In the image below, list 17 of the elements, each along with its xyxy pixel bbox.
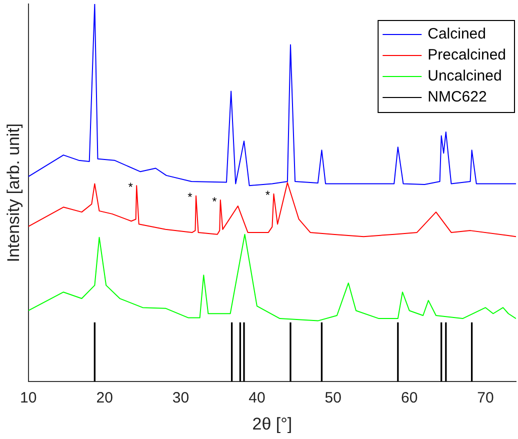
x-tick-label: 40 bbox=[248, 390, 266, 407]
x-tick-label: 30 bbox=[172, 390, 190, 407]
legend-label: Precalcined bbox=[428, 46, 506, 64]
x-tick-label: 60 bbox=[400, 390, 418, 407]
x-tick-label: 70 bbox=[477, 390, 494, 407]
legend-label: NMC622 bbox=[428, 88, 487, 106]
annotation: * bbox=[188, 190, 193, 204]
x-tick-label: 20 bbox=[96, 390, 113, 407]
x-tick-label: 10 bbox=[20, 390, 37, 407]
x-axis-title: 2θ [°] bbox=[252, 414, 292, 434]
annotation: * bbox=[128, 180, 134, 194]
annotation: * bbox=[265, 188, 270, 202]
y-axis-title: Intensity [arb. unit] bbox=[4, 123, 23, 262]
legend-label: Calcined bbox=[428, 26, 486, 43]
legend-label: Uncalcined bbox=[428, 68, 502, 85]
annotation: * bbox=[212, 194, 218, 208]
x-tick-label: 50 bbox=[324, 390, 342, 407]
